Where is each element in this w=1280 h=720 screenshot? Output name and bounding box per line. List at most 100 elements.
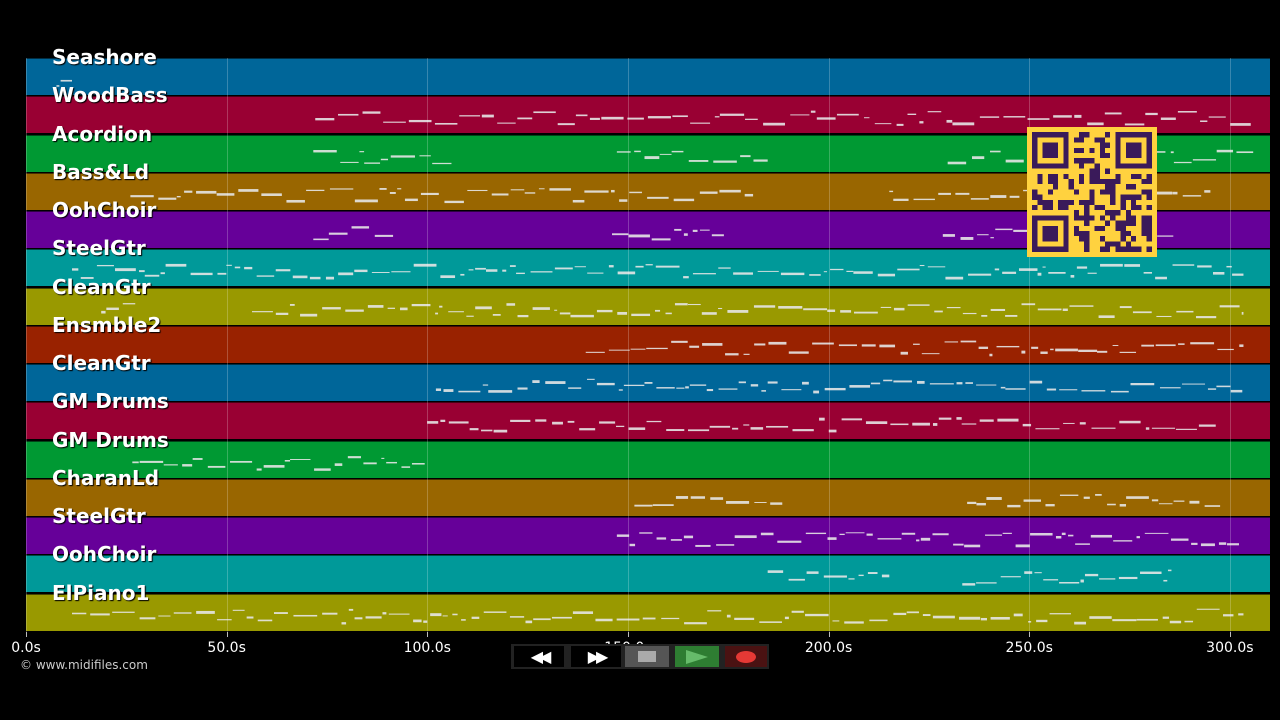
- midi-note: [1049, 612, 1071, 614]
- midi-note: [996, 345, 1020, 348]
- midi-note: [646, 347, 668, 349]
- midi-note: [719, 113, 745, 117]
- midi-note: [497, 122, 516, 124]
- midi-note: [488, 390, 513, 393]
- midi-note: [432, 162, 452, 164]
- record-button[interactable]: [725, 646, 767, 667]
- midi-note: [689, 345, 700, 348]
- midi-note: [946, 306, 961, 308]
- midi-note: [468, 269, 474, 271]
- play-button[interactable]: [675, 646, 719, 667]
- midi-note: [844, 620, 864, 624]
- rewind-button[interactable]: ◀◀: [514, 646, 564, 667]
- midi-note: [72, 268, 79, 271]
- midi-note: [809, 274, 821, 277]
- stop-button[interactable]: [625, 646, 669, 667]
- midi-note: [244, 267, 253, 270]
- midi-note: [687, 303, 701, 305]
- tick-mark: [427, 632, 429, 637]
- midi-note: [670, 539, 682, 541]
- midi-note: [893, 380, 912, 383]
- tick-mark: [1029, 632, 1031, 637]
- track-name-label: GM Drums: [52, 427, 169, 452]
- midi-note: [985, 534, 1002, 536]
- midi-note: [763, 123, 785, 126]
- midi-note: [718, 267, 731, 269]
- midi-note: [306, 189, 325, 191]
- midi-note: [716, 544, 735, 546]
- midi-note: [672, 115, 688, 118]
- midi-note: [380, 158, 389, 160]
- track-lane: [26, 325, 1270, 363]
- midi-note: [467, 189, 488, 191]
- midi-note: [572, 610, 594, 614]
- midi-note: [1095, 493, 1102, 496]
- note-lane: [315, 110, 1251, 127]
- midi-note: [230, 460, 253, 463]
- midi-note: [927, 111, 942, 113]
- midi-note: [881, 574, 890, 578]
- midi-note: [890, 423, 909, 426]
- track-lane: [26, 287, 1270, 325]
- midi-note: [481, 429, 493, 432]
- midi-note: [956, 417, 962, 420]
- midi-note: [1022, 424, 1032, 427]
- midi-note: [1159, 387, 1181, 389]
- time-tick-label: 200.0s: [804, 640, 853, 656]
- midi-note: [1200, 120, 1208, 123]
- midi-note: [647, 196, 669, 199]
- midi-note: [810, 110, 816, 114]
- midi-note: [160, 272, 165, 275]
- midi-note: [328, 232, 348, 235]
- midi-note: [139, 460, 164, 463]
- midi-note: [1182, 194, 1202, 197]
- fast-forward-button[interactable]: ▶▶: [571, 646, 621, 667]
- midi-note: [275, 312, 289, 315]
- midi-note: [956, 382, 963, 385]
- track-lane: [26, 478, 1270, 516]
- midi-note: [338, 272, 354, 276]
- midi-note: [1172, 191, 1178, 195]
- midi-note: [196, 190, 217, 194]
- midi-note: [922, 613, 931, 616]
- midi-note: [435, 388, 442, 391]
- midi-note: [386, 461, 397, 463]
- track-name-label: CleanGtr: [52, 274, 151, 299]
- midi-note: [907, 303, 930, 306]
- midi-note: [828, 429, 837, 433]
- midi-note: [1170, 538, 1189, 541]
- midi-note: [390, 154, 415, 158]
- midi-note: [812, 342, 834, 345]
- midi-note: [784, 616, 789, 619]
- midi-note: [767, 570, 784, 574]
- midi-note: [617, 311, 628, 315]
- midi-note: [452, 613, 458, 615]
- midi-note: [970, 197, 989, 200]
- midi-note: [861, 344, 876, 347]
- midi-note: [942, 234, 955, 237]
- midi-note: [813, 390, 820, 394]
- midi-note: [877, 538, 902, 540]
- midi-note: [1003, 116, 1026, 118]
- midi-note: [713, 160, 737, 163]
- midi-note: [1204, 504, 1221, 507]
- midi-note: [683, 535, 694, 539]
- grid-line: [627, 58, 629, 632]
- midi-note: [913, 198, 935, 200]
- midi-note: [901, 532, 916, 535]
- midi-note: [788, 579, 805, 581]
- midi-note: [389, 191, 396, 194]
- midi-note: [944, 341, 959, 343]
- midi-note: [1015, 544, 1030, 548]
- midi-note: [1113, 540, 1133, 542]
- midi-note: [354, 199, 378, 203]
- midi-note: [642, 617, 656, 619]
- midi-note: [608, 349, 630, 351]
- midi-note: [599, 421, 616, 424]
- midi-note: [130, 194, 154, 198]
- midi-note: [1055, 536, 1062, 539]
- time-tick-label: 300.0s: [1206, 640, 1254, 656]
- midi-note: [1018, 268, 1038, 272]
- midi-note: [616, 618, 640, 620]
- midi-note: [732, 428, 739, 430]
